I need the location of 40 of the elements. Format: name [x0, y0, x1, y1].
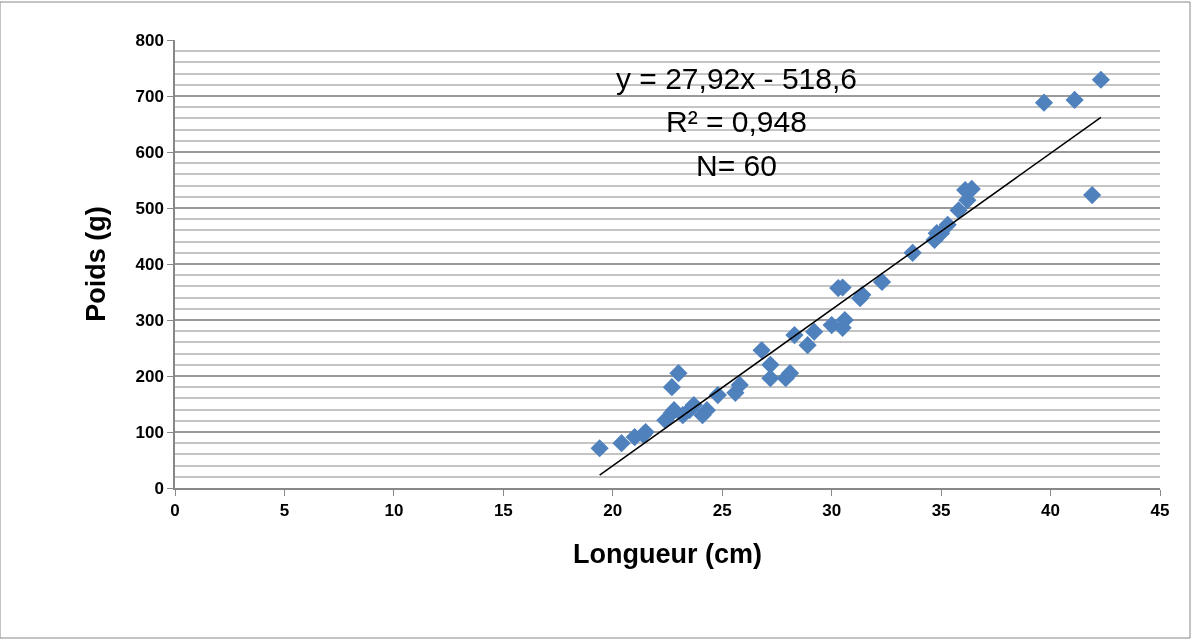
- x-tick-label: 40: [1041, 501, 1061, 521]
- x-tick-label: 30: [822, 501, 842, 521]
- point: [1034, 93, 1054, 112]
- point: [612, 434, 631, 453]
- y-tick-label: 100: [135, 422, 164, 442]
- point: [805, 322, 824, 341]
- x-tick-label: 35: [931, 501, 951, 521]
- x-tick-label: 5: [279, 501, 290, 521]
- point: [752, 341, 771, 360]
- point: [1083, 186, 1102, 205]
- x-tick-label: 25: [712, 501, 732, 521]
- x-tick-label: 20: [603, 501, 623, 521]
- point: [1065, 90, 1084, 110]
- point: [761, 369, 780, 388]
- y-tick-label: 400: [135, 254, 164, 274]
- point: [798, 336, 817, 355]
- point: [949, 201, 968, 220]
- point: [761, 355, 780, 374]
- annotation: R² = 0,948: [666, 105, 807, 138]
- point: [872, 272, 892, 292]
- x-tick-label: 10: [384, 501, 404, 521]
- y-tick-label: 0: [154, 478, 164, 498]
- x-tick-label: 45: [1150, 501, 1170, 521]
- y-tick-label: 500: [135, 198, 164, 218]
- y-tick-label: 600: [135, 142, 164, 162]
- point: [780, 364, 800, 383]
- y-tick-label: 700: [135, 86, 164, 106]
- point: [669, 364, 688, 383]
- y-tick-label: 800: [135, 30, 164, 50]
- x-tick-label: 15: [493, 501, 513, 521]
- x-axis-title: Longueur (cm): [573, 539, 762, 570]
- annotation: y = 27,92x - 518,6: [616, 62, 857, 95]
- y-tick-label: 300: [135, 310, 164, 330]
- y-tick-label: 200: [135, 366, 164, 386]
- point: [1091, 70, 1110, 89]
- annotation: N= 60: [696, 149, 777, 182]
- point: [590, 439, 609, 458]
- point: [662, 378, 681, 397]
- x-tick-label: 0: [170, 501, 180, 521]
- y-axis-title: Poids (g): [81, 206, 112, 322]
